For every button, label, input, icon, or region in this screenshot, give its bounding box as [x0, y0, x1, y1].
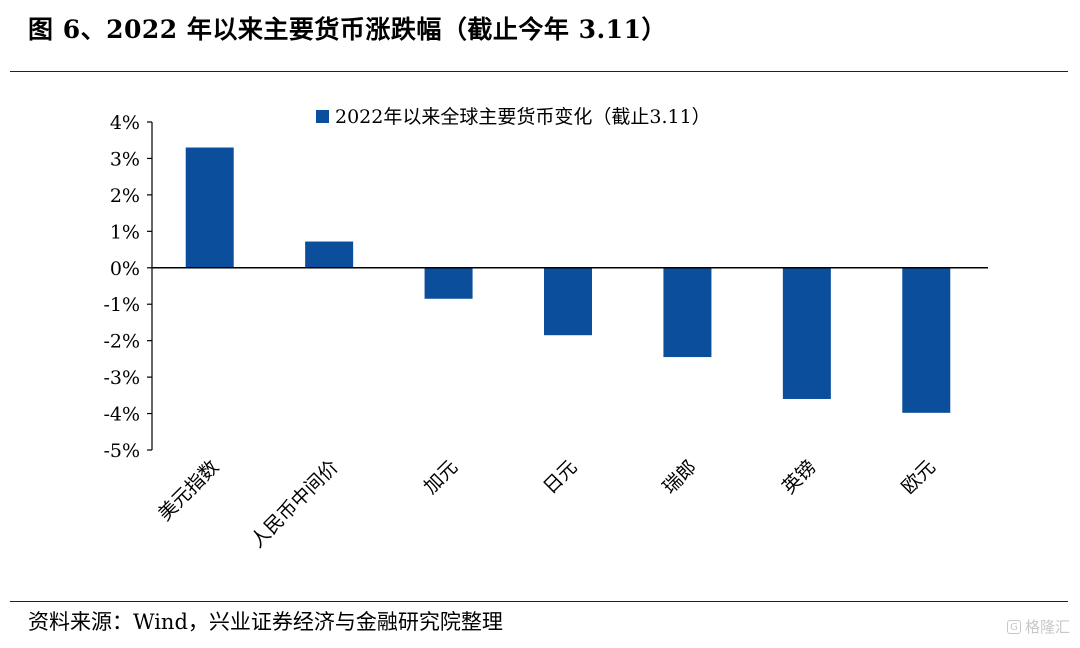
y-tick-label: -2%	[103, 331, 140, 353]
x-tick-label: 英镑	[778, 456, 820, 498]
bar	[305, 241, 354, 268]
bottom-divider	[10, 601, 1068, 602]
y-tick-label: 3%	[110, 148, 140, 170]
legend-label: 2022年以来全球主要货币变化（截止3.11）	[335, 106, 711, 128]
figure-title: 图 6、2022 年以来主要货币涨跌幅（截止今年 3.11）	[28, 15, 667, 44]
bar	[902, 267, 951, 413]
y-tick-label: -5%	[103, 440, 140, 462]
x-tick-label: 人民币中间价	[247, 456, 343, 552]
x-tick-label: 欧元	[897, 456, 939, 498]
x-tick-label: 瑞郎	[659, 456, 701, 498]
y-tick-label: -4%	[103, 404, 140, 426]
y-tick-label: 4%	[110, 112, 140, 134]
watermark-text: 格隆汇	[1024, 618, 1070, 636]
watermark: G 格隆汇	[1006, 616, 1070, 637]
bar	[782, 267, 831, 399]
legend-swatch	[316, 110, 329, 123]
y-tick-label: -3%	[103, 367, 140, 389]
x-tick-label: 美元指数	[154, 456, 223, 525]
y-tick-label: 2%	[110, 185, 140, 207]
y-tick-label: -1%	[103, 294, 140, 316]
y-tick-label: 1%	[110, 221, 140, 243]
bar	[544, 267, 592, 336]
source-note: 资料来源：Wind，兴业证券经济与金融研究院整理	[28, 610, 503, 634]
top-divider	[10, 71, 1068, 72]
bar	[185, 147, 234, 268]
bar	[424, 267, 473, 299]
bar-chart: 4% 3% 2% 1% 0% -1% -2% -3% -4% -5% 美元指数 人民币中间价 加元 日元 瑞…	[103, 106, 988, 552]
bar	[663, 267, 712, 358]
x-tick-label: 加元	[420, 456, 462, 498]
x-tick-label: 日元	[539, 456, 581, 498]
watermark-logo-icon: G	[1006, 619, 1021, 634]
y-tick-label: 0%	[110, 258, 140, 280]
